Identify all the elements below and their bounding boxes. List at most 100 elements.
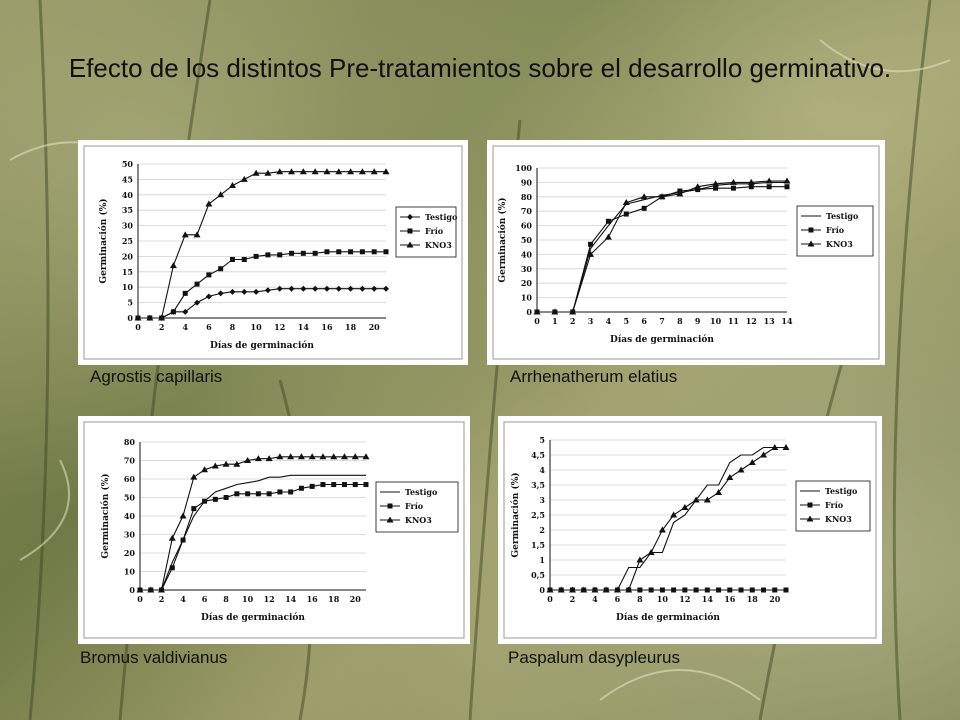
x-tick-label: 20 — [769, 594, 781, 604]
data-point — [264, 287, 271, 294]
x-tick-label: 9 — [695, 316, 701, 326]
legend-label: Testigo — [826, 211, 859, 221]
data-point — [348, 249, 354, 255]
caption-agrostis: Agrostis capillaris — [90, 367, 223, 386]
x-tick-label: 13 — [764, 316, 776, 326]
data-point — [240, 175, 248, 182]
series-kno3 — [546, 444, 790, 593]
data-point — [134, 314, 142, 321]
x-axis-label: Días de germinación — [610, 334, 714, 345]
x-tick-label: 16 — [724, 594, 736, 604]
y-tick-label: 10 — [122, 282, 134, 292]
x-tick-label: 0 — [137, 594, 143, 604]
y-tick-label: 0 — [526, 307, 532, 317]
x-tick-label: 16 — [321, 322, 333, 332]
series-testigo — [537, 181, 787, 313]
data-point — [682, 587, 688, 593]
data-point — [277, 252, 283, 258]
y-axis-label: Germinación (%) — [100, 473, 111, 558]
data-point — [252, 169, 260, 176]
legend-marker — [387, 503, 393, 509]
data-point — [694, 183, 702, 190]
data-point — [229, 288, 236, 295]
y-tick-label: 4,5 — [531, 450, 545, 460]
y-tick-label: 3 — [539, 495, 545, 505]
data-point — [136, 586, 144, 593]
data-point — [749, 587, 755, 593]
data-point — [254, 455, 262, 462]
y-tick-label: 80 — [124, 437, 136, 447]
data-point — [169, 565, 175, 571]
data-point — [335, 285, 342, 292]
y-tick-label: 4 — [539, 465, 545, 475]
data-point — [193, 231, 201, 238]
data-point — [241, 288, 248, 295]
data-point — [217, 191, 225, 198]
data-point — [170, 309, 176, 315]
data-point — [205, 293, 212, 300]
series-frío — [135, 249, 389, 321]
x-tick-label: 14 — [298, 322, 310, 332]
data-point — [766, 184, 772, 190]
data-point — [222, 460, 230, 467]
y-tick-label: 25 — [122, 236, 133, 246]
data-point — [382, 168, 390, 175]
x-tick-label: 10 — [710, 316, 722, 326]
data-point — [371, 285, 378, 292]
data-point — [287, 453, 295, 460]
legend-marker — [407, 228, 413, 234]
data-point — [772, 587, 778, 593]
x-tick-label: 18 — [747, 594, 759, 604]
data-point — [613, 586, 621, 593]
data-point — [158, 586, 166, 593]
data-point — [288, 285, 295, 292]
data-point — [312, 285, 319, 292]
legend-label: Testigo — [425, 212, 458, 222]
y-tick-label: 40 — [122, 190, 134, 200]
x-axis-label: Días de germinación — [616, 612, 720, 623]
data-point — [681, 504, 689, 510]
data-point — [622, 199, 630, 206]
data-point — [352, 482, 358, 488]
data-point — [229, 256, 235, 262]
x-tick-label: 11 — [728, 316, 739, 326]
caption-paspalum: Paspalum dasypleurus — [508, 648, 680, 667]
data-point — [351, 453, 359, 460]
data-point — [569, 308, 577, 315]
chart-panel-paspalum: 0 0,5 1 1,5 2 2,5 3 3,5 4 4,5 5 0 2 4 6 8 10 12 14 16 18 20 Dí… — [498, 416, 882, 644]
y-tick-label: 1,5 — [531, 540, 545, 550]
data-point — [383, 285, 389, 292]
y-tick-label: 35 — [122, 205, 133, 215]
x-tick-label: 8 — [637, 594, 643, 604]
y-tick-label: 1 — [539, 555, 545, 565]
x-tick-label: 3 — [588, 316, 594, 326]
data-point — [604, 233, 612, 240]
series-frío — [534, 184, 790, 315]
data-point — [324, 249, 330, 255]
data-point — [205, 200, 213, 207]
data-point — [202, 498, 208, 504]
data-point — [255, 491, 261, 497]
data-point — [179, 512, 187, 519]
data-point — [658, 526, 666, 533]
data-point — [713, 185, 719, 191]
data-point — [276, 453, 284, 460]
data-point — [703, 496, 711, 503]
data-point — [299, 168, 307, 175]
data-point — [771, 444, 779, 450]
data-point — [370, 168, 378, 175]
x-tick-label: 8 — [230, 322, 236, 332]
y-axis-label: Germinación (%) — [497, 197, 508, 282]
chart-panel-arrhenatherum: 0 10 20 30 40 50 60 70 80 90 100 0 1 2 3 4 5 6 7 8 9 10 11 12 13… — [487, 140, 885, 365]
data-point — [146, 314, 154, 321]
y-tick-label: 2 — [539, 525, 545, 535]
y-tick-label: 80 — [521, 192, 533, 202]
y-tick-label: 15 — [122, 267, 133, 277]
legend-label: Testigo — [825, 486, 858, 496]
data-point — [276, 168, 284, 175]
data-point — [245, 491, 251, 497]
data-point — [648, 587, 654, 593]
data-point — [194, 281, 200, 287]
x-tick-label: 2 — [570, 316, 576, 326]
